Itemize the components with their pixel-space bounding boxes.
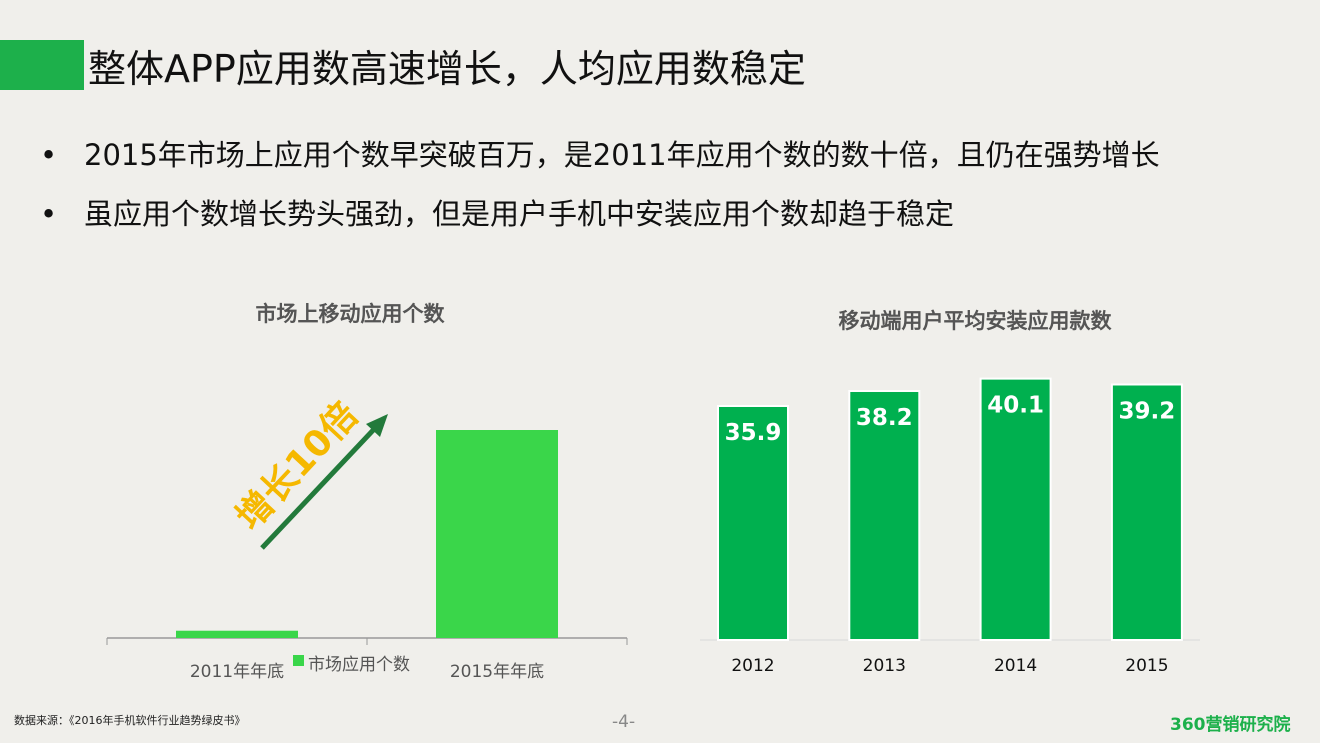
- bullet-marker: •: [40, 138, 58, 172]
- data-source: 数据来源：《2016年手机软件行业趋势绿皮书》: [14, 714, 246, 727]
- chart2-bar: [717, 405, 789, 641]
- bullet-text: 虽应用个数增长势头强劲，但是用户手机中安装应用个数却趋于稳定: [84, 197, 955, 231]
- chart2-xlabel: 2015: [1125, 656, 1169, 676]
- chart1-xlabel: 2011年年底: [189, 662, 285, 682]
- chart2-svg: 35.9 38.2 40.1 39.2: [700, 377, 1200, 642]
- chart2-xlabel: 2013: [862, 656, 906, 676]
- legend-swatch: [293, 655, 304, 666]
- chart2-data-label: 40.1: [987, 393, 1044, 419]
- arrow-head-icon: [366, 414, 388, 437]
- bullet-1: • 2015年市场上应用个数早突破百万，是2011年应用个数的数十倍，且仍在强势增…: [40, 132, 1160, 174]
- bullet-text: 2015年市场上应用个数早突破百万，是2011年应用个数的数十倍，且仍在强势增长: [84, 138, 1160, 172]
- title-accent-bar: [0, 40, 84, 90]
- chart2-xlabel: 2014: [993, 656, 1038, 676]
- chart2-title: 移动端用户平均安装应用款数: [838, 309, 1112, 333]
- brand-logo: 360营销研究院: [1170, 715, 1291, 735]
- chart1-bar: [176, 630, 298, 638]
- chart2-xlabel: 2012: [731, 656, 775, 676]
- chart1-svg: 增长10倍: [106, 395, 628, 666]
- chart2-bar: [1110, 383, 1183, 642]
- chart2-bar: [979, 377, 1052, 641]
- chart2-data-label: 39.2: [1119, 398, 1176, 424]
- chart2-bar: [848, 390, 921, 641]
- chart1-xlabel: 2015年年底: [449, 662, 545, 682]
- chart1-bar: [436, 430, 558, 638]
- slide-title: 整体APP应用数高速增长，人均应用数稳定: [88, 47, 806, 91]
- chart2-data-label: 38.2: [856, 405, 913, 431]
- legend-label: 市场应用个数: [308, 655, 410, 675]
- bullet-marker: •: [40, 197, 58, 231]
- growth-arrow-icon: [260, 423, 380, 550]
- chart1-title: 市场上移动应用个数: [255, 302, 445, 326]
- chart2-data-label: 35.9: [725, 420, 782, 446]
- bullet-2: • 虽应用个数增长势头强劲，但是用户手机中安装应用个数却趋于稳定: [40, 191, 954, 233]
- page-number: -4-: [612, 712, 636, 732]
